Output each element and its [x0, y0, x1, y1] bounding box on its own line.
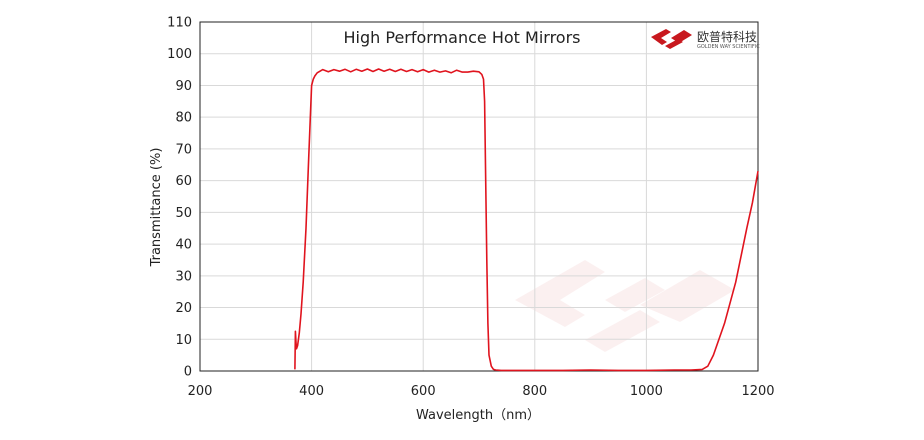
x-tick-label: 600 [411, 384, 436, 399]
y-axis-ticks: 0 10 20 30 40 50 60 70 80 90 100 110 [167, 16, 192, 380]
logo-mark-left [651, 29, 671, 45]
y-tick-label: 110 [167, 16, 192, 31]
logo-mark-right [671, 30, 692, 43]
logo-name-cn: 欧普特科技 [697, 29, 757, 44]
transmittance-line [294, 68, 759, 372]
y-tick-label: 80 [175, 111, 192, 126]
grid-lines [200, 22, 758, 371]
y-tick-label: 0 [184, 365, 192, 380]
logo-mark-bottom [665, 39, 683, 49]
x-tick-label: 200 [188, 384, 213, 399]
x-axis-label: Wavelength（nm） [416, 408, 540, 423]
x-tick-label: 1200 [741, 384, 774, 399]
y-axis-label: Transmittance (%) [149, 148, 164, 268]
x-tick-label: 400 [299, 384, 324, 399]
y-tick-label: 30 [175, 269, 192, 284]
y-tick-label: 70 [175, 142, 192, 157]
x-axis-ticks: 200 400 600 800 1000 1200 [188, 384, 775, 399]
x-tick-label: 800 [522, 384, 547, 399]
plot-area-frame [199, 21, 759, 372]
series-lines [294, 68, 759, 372]
y-tick-label: 20 [175, 301, 192, 316]
y-tick-label: 60 [175, 174, 192, 189]
y-tick-label: 90 [175, 79, 192, 94]
logo-name-en: GOLDEN WAY SCIENTIFIC [697, 44, 760, 50]
y-tick-label: 100 [167, 47, 192, 62]
y-tick-label: 50 [175, 206, 192, 221]
y-tick-label: 40 [175, 238, 192, 253]
y-tick-label: 10 [175, 333, 192, 348]
watermark-logo [515, 260, 735, 352]
x-tick-label: 1000 [630, 384, 663, 399]
brand-logo: 欧普特科技 GOLDEN WAY SCIENTIFIC [651, 29, 760, 50]
chart-title: High Performance Hot Mirrors [344, 28, 581, 47]
